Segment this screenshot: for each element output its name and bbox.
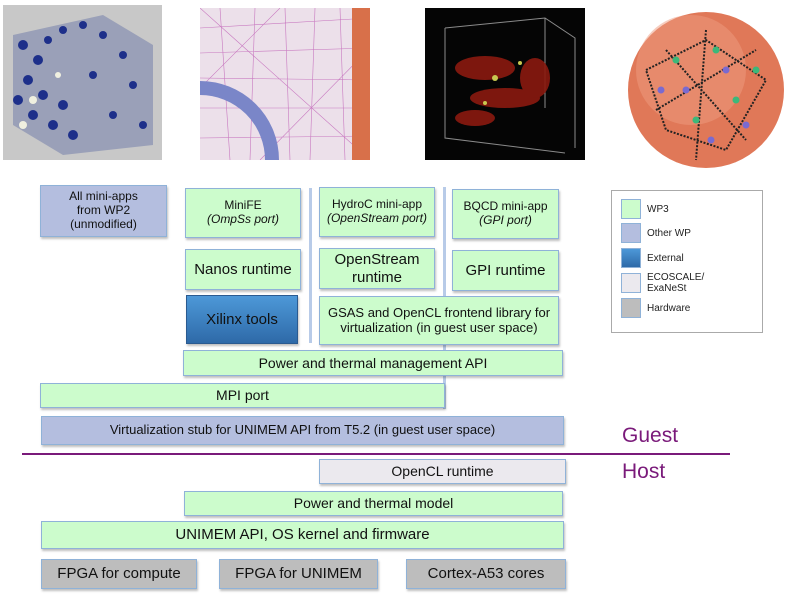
label: Xilinx tools [206, 310, 278, 328]
hydroc-box: HydroC mini-app (OpenStream port) [319, 187, 435, 237]
xilinx-tools-box: Xilinx tools [186, 295, 298, 344]
legend-label: Other WP [647, 227, 691, 239]
title: BQCD mini-app [463, 199, 548, 214]
gsas-opencl-box: GSAS and OpenCL frontend library for vir… [319, 296, 559, 345]
label: FPGA for compute [57, 565, 181, 583]
legend-item-other-wp: Other WP [621, 223, 691, 243]
line: runtime [351, 268, 403, 286]
guest-label: Guest [622, 424, 679, 447]
label: OpenCL runtime [391, 463, 494, 480]
subtitle: (OpenStream port) [326, 211, 428, 225]
virtualization-stub-box: Virtualization stub for UNIMEM API from … [41, 416, 564, 445]
label: FPGA for UNIMEM [235, 565, 362, 583]
legend-item-external: External [621, 248, 684, 268]
legend-label: External [647, 252, 684, 264]
legend-label: Hardware [647, 302, 691, 314]
label: MPI port [216, 387, 269, 404]
legend-item-ecoscale: ECOSCALE/ ExaNeSt [621, 272, 707, 294]
polymer-sphere-image [628, 12, 784, 168]
cortex-a53-box: Cortex-A53 cores [406, 559, 566, 589]
legend-swatch [621, 248, 641, 268]
title: HydroC mini-app [331, 197, 423, 212]
legend-swatch [621, 298, 641, 318]
opencl-runtime-box: OpenCL runtime [319, 459, 566, 484]
legend-swatch [621, 223, 641, 243]
label: GPI runtime [465, 261, 546, 279]
unimem-api-box: UNIMEM API, OS kernel and firmware [41, 521, 564, 549]
legend-label: WP3 [647, 203, 669, 215]
nanos-runtime-box: Nanos runtime [185, 249, 301, 290]
legend-swatch [621, 199, 641, 219]
label: Nanos runtime [194, 260, 292, 278]
legend-item-hardware: Hardware [621, 298, 690, 318]
minife-box: MiniFE (OmpSs port) [185, 188, 301, 238]
line: (unmodified) [70, 216, 137, 231]
host-label: Host [622, 460, 666, 483]
mpi-port-box: MPI port [40, 383, 445, 408]
fpga-unimem-box: FPGA for UNIMEM [219, 559, 378, 589]
fpga-compute-box: FPGA for compute [41, 559, 197, 589]
finite-element-mesh-image [200, 8, 370, 160]
line: from WP2 [76, 203, 131, 218]
power-thermal-api-box: Power and thermal management API [183, 350, 563, 376]
subtitle: (GPI port) [479, 213, 532, 227]
line: All mini-apps [69, 189, 138, 204]
column-separator [309, 188, 312, 343]
legend: WP3 Other WP External ECOSCALE/ ExaNeSt … [611, 190, 763, 333]
legend-item-wp3: WP3 [621, 199, 669, 219]
atomic-lattice-image [3, 5, 162, 160]
label: Cortex-A53 cores [427, 565, 545, 583]
title: MiniFE [224, 198, 262, 213]
legend-swatch [621, 273, 641, 293]
all-miniapps-box: All mini-apps from WP2 (unmodified) [40, 185, 167, 237]
line: virtualization (in guest user space) [340, 319, 538, 335]
hydrodynamics-volume-render-image [425, 8, 585, 160]
gpi-runtime-box: GPI runtime [452, 250, 559, 291]
line: OpenStream [334, 251, 420, 269]
guest-host-divider [22, 453, 730, 455]
line: GSAS and OpenCL frontend library for [327, 304, 551, 320]
label: Power and thermal model [293, 495, 454, 512]
subtitle: (OmpSs port) [206, 212, 279, 226]
power-thermal-model-box: Power and thermal model [184, 491, 563, 516]
label: UNIMEM API, OS kernel and firmware [175, 526, 430, 544]
label: Power and thermal management API [258, 354, 488, 371]
bqcd-box: BQCD mini-app (GPI port) [452, 189, 559, 239]
openstream-runtime-box: OpenStream runtime [319, 248, 435, 289]
legend-label: ECOSCALE/ ExaNeSt [647, 272, 705, 294]
label: Virtualization stub for UNIMEM API from … [109, 422, 496, 438]
